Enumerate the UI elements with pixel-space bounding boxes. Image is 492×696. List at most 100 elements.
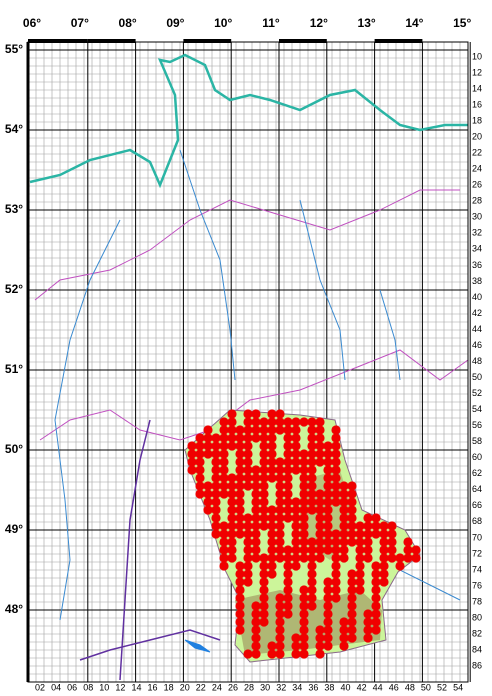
- occurrence-dot: [315, 489, 325, 499]
- occurrence-dot: [251, 417, 261, 427]
- column-label: 12: [115, 682, 125, 692]
- column-label: 22: [196, 682, 206, 692]
- occurrence-dot: [195, 473, 205, 483]
- scale-bar: [87, 39, 136, 43]
- occurrence-dot: [283, 481, 293, 491]
- row-label: 30: [472, 212, 482, 222]
- labels: 06° 07° 08° 09° 10° 11° 12° 13° 14° 15° 55° 54° 53° 5…: [5, 16, 482, 692]
- occurrence-dot: [267, 529, 277, 539]
- occurrence-dot: [235, 601, 245, 611]
- column-label: 16: [148, 682, 158, 692]
- occurrence-dot: [243, 553, 253, 563]
- occurrence-dot: [299, 545, 309, 555]
- occurrence-dot: [243, 529, 253, 539]
- occurrence-dot: [283, 489, 293, 499]
- occurrence-dot: [363, 633, 373, 643]
- occurrence-dot: [267, 561, 277, 571]
- occurrence-dot: [203, 489, 213, 499]
- occurrence-dot: [275, 601, 285, 611]
- occurrence-dot: [243, 561, 253, 571]
- occurrence-dot: [219, 433, 229, 443]
- occurrence-dot: [299, 513, 309, 523]
- occurrence-dot: [291, 497, 301, 507]
- row-label: 78: [472, 596, 482, 606]
- occurrence-dot: [355, 545, 365, 555]
- occurrence-dot: [227, 521, 237, 531]
- occurrence-dot: [363, 521, 373, 531]
- occurrence-dot: [227, 425, 237, 435]
- occurrence-dot: [371, 601, 381, 611]
- occurrence-dot: [235, 577, 245, 587]
- occurrence-dot: [187, 441, 197, 451]
- occurrence-dot: [355, 521, 365, 531]
- occurrence-dot: [267, 649, 277, 659]
- occurrence-dot: [331, 465, 341, 475]
- occurrence-dot: [227, 417, 237, 427]
- occurrence-dot: [211, 497, 221, 507]
- row-label: 54: [472, 404, 482, 414]
- occurrence-dot: [227, 497, 237, 507]
- occurrence-dot: [219, 457, 229, 467]
- column-label: 10: [99, 682, 109, 692]
- occurrence-dot: [275, 609, 285, 619]
- occurrence-dot: [347, 505, 357, 515]
- row-label: 36: [472, 260, 482, 270]
- occurrence-dot: [339, 641, 349, 651]
- occurrence-dot: [339, 545, 349, 555]
- row-label: 16: [472, 99, 482, 109]
- occurrence-dot: [275, 457, 285, 467]
- occurrence-dot: [187, 465, 197, 475]
- occurrence-dot: [259, 497, 269, 507]
- row-label: 18: [472, 115, 482, 125]
- occurrence-dot: [203, 441, 213, 451]
- occurrence-dot: [275, 465, 285, 475]
- occurrence-dot: [243, 521, 253, 531]
- occurrence-dot: [219, 465, 229, 475]
- occurrence-dot: [347, 585, 357, 595]
- occurrence-dot: [339, 633, 349, 643]
- occurrence-dot: [251, 609, 261, 619]
- occurrence-dot: [251, 489, 261, 499]
- row-label: 22: [472, 148, 482, 158]
- occurrence-dot: [299, 481, 309, 491]
- occurrence-dot: [315, 641, 325, 651]
- occurrence-dot: [267, 569, 277, 579]
- occurrence-dot: [291, 457, 301, 467]
- occurrence-dot: [211, 473, 221, 483]
- longitude-label: 13°: [358, 16, 376, 30]
- occurrence-dot: [371, 593, 381, 603]
- longitude-label: 11°: [262, 16, 280, 30]
- occurrence-dot: [299, 465, 309, 475]
- occurrence-dot: [339, 513, 349, 523]
- occurrence-dot: [291, 529, 301, 539]
- occurrence-dot: [211, 481, 221, 491]
- occurrence-dot: [363, 529, 373, 539]
- occurrence-dot: [211, 441, 221, 451]
- occurrence-dot: [267, 449, 277, 459]
- occurrence-dot: [275, 649, 285, 659]
- occurrence-dot: [299, 417, 309, 427]
- occurrence-dot: [227, 545, 237, 555]
- occurrence-dot: [299, 529, 309, 539]
- occurrence-dot: [283, 513, 293, 523]
- occurrence-dot: [267, 417, 277, 427]
- occurrence-dot: [315, 457, 325, 467]
- occurrence-dot: [259, 465, 269, 475]
- occurrence-dot: [299, 633, 309, 643]
- river: [54, 149, 461, 621]
- occurrence-dot: [291, 649, 301, 659]
- occurrence-dot: [299, 649, 309, 659]
- occurrence-dot: [315, 545, 325, 555]
- occurrence-dot: [251, 505, 261, 515]
- occurrence-dot: [267, 425, 277, 435]
- longitude-label: 07°: [71, 16, 89, 30]
- occurrence-dot: [259, 433, 269, 443]
- row-label: 70: [472, 532, 482, 542]
- occurrence-dot: [403, 553, 413, 563]
- occurrence-dot: [235, 433, 245, 443]
- occurrence-dot: [283, 585, 293, 595]
- row-label: 74: [472, 564, 482, 574]
- occurrence-dot: [251, 601, 261, 611]
- occurrence-dot: [379, 577, 389, 587]
- occurrence-dot: [307, 449, 317, 459]
